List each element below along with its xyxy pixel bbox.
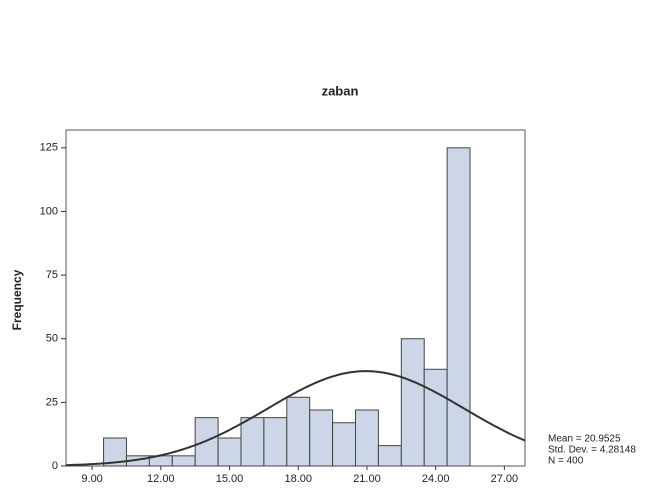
x-tick-label: 27.00 (491, 473, 519, 485)
bar (309, 409, 334, 467)
bar (240, 417, 265, 467)
bar (423, 368, 448, 467)
stats-label: Mean = 20.9525 (548, 434, 621, 445)
stats-label: Std. Dev. = 4.28148 (548, 445, 636, 456)
y-tick-label: 75 (46, 269, 58, 281)
y-tick-label: 0 (52, 460, 58, 472)
normal-curve (66, 370, 526, 467)
bar (194, 417, 219, 467)
y-tick-label: 50 (46, 333, 58, 345)
y-tick-label: 125 (40, 142, 58, 154)
x-tick-label: 18.00 (284, 473, 312, 485)
bar (400, 338, 425, 467)
bar (217, 437, 242, 467)
bar (446, 147, 471, 467)
stats-label: N = 400 (548, 456, 584, 467)
chart-title: zaban (322, 83, 359, 98)
bar (171, 455, 196, 467)
bar (286, 396, 311, 467)
x-tick-label: 15.00 (216, 473, 244, 485)
bar (355, 409, 379, 467)
x-tick-label: 9.00 (81, 473, 102, 485)
y-tick-label: 25 (46, 396, 58, 408)
x-tick-label: 21.00 (353, 473, 381, 485)
bar (377, 445, 402, 467)
x-tick-label: 24.00 (422, 473, 450, 485)
y-axis-label: Frequency (10, 269, 24, 330)
y-tick-label: 100 (40, 205, 58, 217)
x-tick-label: 12.00 (147, 473, 175, 485)
bar (332, 422, 357, 467)
bar (263, 417, 288, 467)
bar (103, 437, 127, 467)
